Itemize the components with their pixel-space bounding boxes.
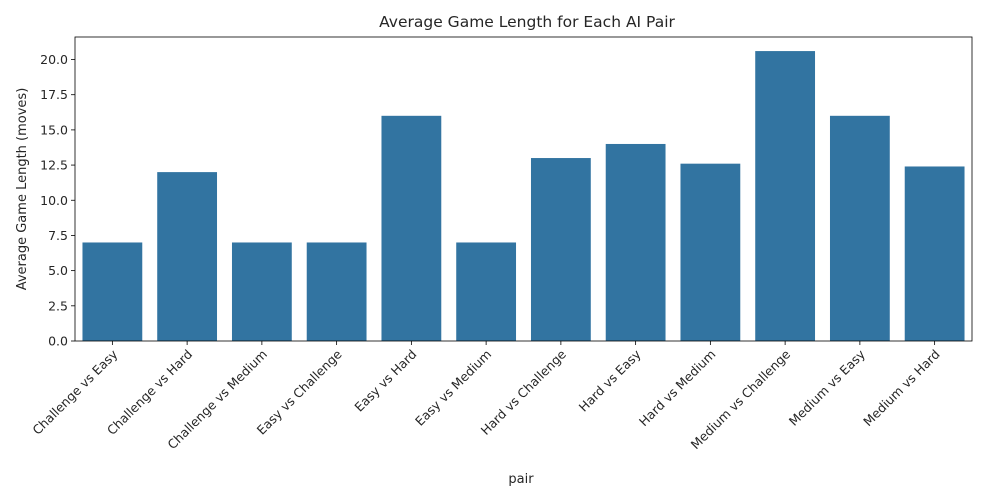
y-tick-label: 10.0 <box>40 193 68 208</box>
bar-challenge-vs-hard <box>157 172 218 341</box>
bar-hard-vs-medium <box>680 163 741 341</box>
chart-title: Average Game Length for Each AI Pair <box>379 13 675 31</box>
bar-easy-vs-medium <box>456 242 517 341</box>
y-tick-label: 2.5 <box>48 298 68 313</box>
y-tick-label: 5.0 <box>48 263 68 278</box>
bar-hard-vs-easy <box>605 143 666 341</box>
y-tick-label: 0.0 <box>48 334 68 349</box>
bar-medium-vs-challenge <box>755 51 816 341</box>
y-axis-ticks: 0.0 2.5 5.0 7.5 10.0 12.5 15.0 17.5 20.0 <box>40 52 75 349</box>
bar-easy-vs-challenge <box>306 242 367 341</box>
y-tick-label: 17.5 <box>40 87 68 102</box>
x-axis-label: pair <box>508 472 534 487</box>
bar-hard-vs-challenge <box>530 158 591 341</box>
bar-challenge-vs-easy <box>82 242 143 341</box>
bar-medium-vs-easy <box>829 115 890 341</box>
y-tick-label: 12.5 <box>40 158 68 173</box>
y-axis-label: Average Game Length (moves) <box>15 88 30 291</box>
y-tick-label: 15.0 <box>40 122 68 137</box>
bars-group <box>82 51 965 341</box>
bar-medium-vs-hard <box>904 166 965 341</box>
bar-challenge-vs-medium <box>231 242 292 341</box>
y-tick-label: 7.5 <box>48 228 68 243</box>
plot-frame <box>74 36 973 342</box>
y-tick-label: 20.0 <box>40 52 68 67</box>
bar-easy-vs-hard <box>381 115 442 341</box>
